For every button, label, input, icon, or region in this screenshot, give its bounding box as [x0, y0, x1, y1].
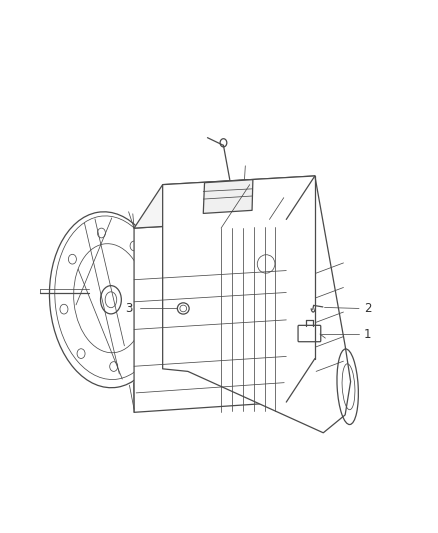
Polygon shape	[203, 180, 253, 213]
Text: 3: 3	[125, 302, 133, 315]
Text: 2: 2	[364, 302, 371, 315]
Polygon shape	[134, 220, 286, 413]
Text: 1: 1	[364, 328, 371, 341]
Polygon shape	[162, 176, 350, 433]
Polygon shape	[134, 176, 315, 228]
